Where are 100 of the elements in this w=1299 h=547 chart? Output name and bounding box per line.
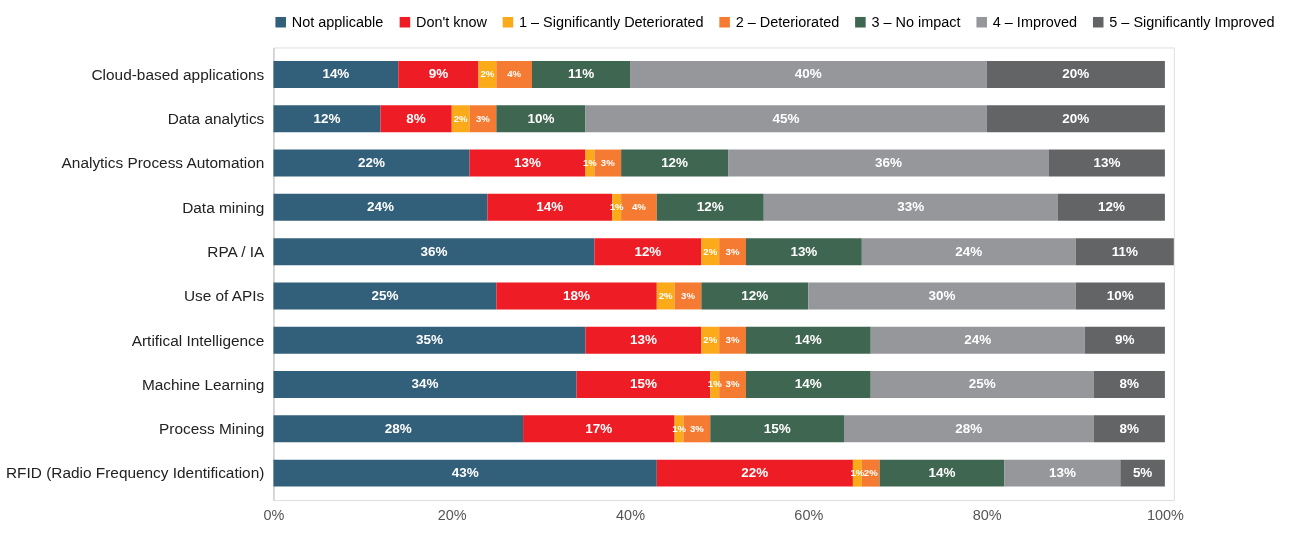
data-label: 4% [507,68,522,80]
data-label: 3% [600,156,616,168]
bar [523,415,675,443]
data-label: 20% [1062,66,1090,82]
bar [719,238,746,266]
data-label: 14% [928,464,956,480]
data-label: 11% [1111,243,1138,259]
data-label: 5% [1132,464,1153,480]
bar [1075,282,1165,310]
y-tick-label: RFID (Radio Frequency Identification) [6,464,265,482]
data-label: 12% [741,287,769,303]
data-label: 14% [536,199,564,215]
data-label: 22% [741,464,769,480]
bar [763,193,1058,221]
bar [656,193,764,221]
data-label: 2% [480,68,495,80]
bar [273,326,586,354]
bar [1075,238,1174,266]
y-tick-label: Use of APIs [183,287,265,305]
bar [870,326,1085,354]
legend-label: Not applicable [291,14,384,31]
bar [496,105,586,133]
data-label: 20% [1062,110,1090,126]
bar [745,371,871,399]
bar [1004,459,1121,487]
bar [398,60,479,88]
bar [273,238,595,266]
bar [273,459,657,487]
bar [1057,193,1165,221]
bar [273,371,577,399]
bar [1093,415,1165,443]
data-label: 9% [428,66,449,82]
data-label: 3% [689,422,705,434]
bar [656,459,853,487]
bar [621,149,729,177]
data-label: 13% [790,243,818,259]
data-label: 3% [725,245,740,257]
data-label: 2% [703,334,718,346]
data-label: 2% [453,112,469,124]
legend-label: Don't know [415,14,488,31]
data-label: 18% [563,287,591,303]
bar [710,415,844,443]
data-label: 15% [629,376,657,392]
bar [273,60,399,88]
data-label: 11% [567,66,595,82]
bar [380,105,452,133]
data-label: 25% [968,376,996,392]
data-label: 12% [634,243,662,259]
x-tick-label: 0% [263,506,285,523]
data-label: 45% [772,110,800,126]
data-label: 33% [897,199,925,215]
data-label: 2% [863,467,879,479]
data-label: 9% [1115,332,1135,348]
bar [496,60,532,88]
bar [273,282,497,310]
data-label: 3% [725,378,740,390]
bar [585,105,987,133]
bar [273,149,470,177]
x-tick-label: 40% [616,506,646,523]
data-label: 8% [406,110,426,126]
bar [630,60,987,88]
legend-label: 1 – Significantly Deteriorated [519,14,704,31]
data-label: 10% [1106,287,1134,303]
bar [273,415,524,443]
legend-label: 4 – Improved [992,14,1078,31]
data-label: 40% [794,66,822,82]
legend-label: 3 – No impact [871,14,961,31]
y-tick-label: Data mining [182,198,265,216]
y-tick-label: Artifical Intelligence [131,331,265,349]
bar [273,105,381,133]
bar [719,326,746,354]
data-label: 14% [794,376,822,392]
data-label: 24% [366,199,394,215]
bar [843,415,1094,443]
data-label: 2% [703,245,718,257]
data-label: 14% [794,332,822,348]
bar [1120,459,1165,487]
data-label: 36% [875,154,903,170]
data-label: 36% [420,243,448,259]
data-label: 4% [632,201,647,213]
y-tick-label: Process Mining [159,420,265,438]
bar [585,326,702,354]
data-label: 8% [1119,420,1139,436]
data-label: 2% [658,289,674,301]
x-tick-label: 20% [437,506,467,523]
y-tick-label: Data analytics [167,110,265,128]
data-label: 34% [411,376,439,392]
data-label: 35% [415,332,443,348]
data-label: 12% [1097,199,1125,215]
data-label: 25% [371,287,399,303]
bar [986,105,1165,133]
data-label: 24% [955,243,983,259]
data-label: 22% [358,154,386,170]
data-label: 12% [313,110,341,126]
data-label: 10% [527,110,555,126]
legend-label: 5 – Significantly Improved [1109,14,1275,31]
y-tick-label: Machine Learning [141,375,265,393]
bar [861,238,1076,266]
bar [594,238,702,266]
x-tick-label: 100% [1146,506,1185,523]
